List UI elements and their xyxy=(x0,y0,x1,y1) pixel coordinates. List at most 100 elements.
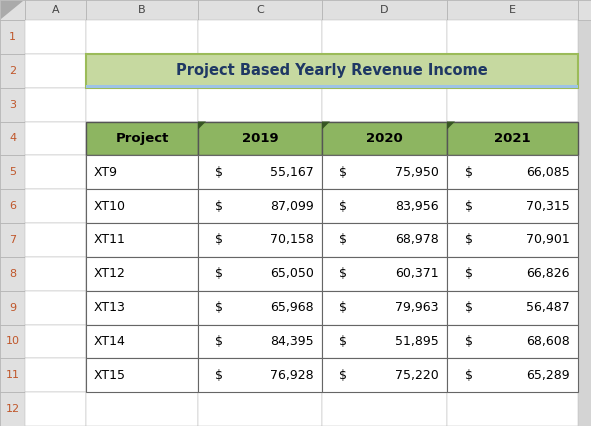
Bar xyxy=(25,155,86,189)
Text: 68,978: 68,978 xyxy=(395,233,439,246)
Bar xyxy=(198,291,322,325)
Bar xyxy=(322,325,447,358)
Bar xyxy=(0,121,25,155)
Bar xyxy=(322,189,447,223)
Text: $: $ xyxy=(465,267,473,280)
Text: 66,085: 66,085 xyxy=(526,166,570,179)
Bar xyxy=(25,54,86,88)
Text: XT10: XT10 xyxy=(94,200,126,213)
Text: $: $ xyxy=(215,200,223,213)
Bar xyxy=(25,358,86,392)
Bar xyxy=(447,121,578,155)
Text: 84,395: 84,395 xyxy=(270,335,314,348)
Bar xyxy=(86,325,198,358)
Bar xyxy=(25,257,86,291)
Bar xyxy=(322,88,447,121)
Text: B: B xyxy=(138,5,146,15)
Bar xyxy=(0,189,25,223)
Text: 10: 10 xyxy=(5,337,20,346)
Text: $: $ xyxy=(215,233,223,246)
Text: $: $ xyxy=(339,166,348,179)
Text: $: $ xyxy=(465,200,473,213)
Text: 8: 8 xyxy=(9,269,16,279)
Bar xyxy=(322,121,447,155)
Bar xyxy=(198,20,322,54)
Text: 75,950: 75,950 xyxy=(395,166,439,179)
Bar xyxy=(198,121,322,155)
Bar xyxy=(0,257,25,291)
Bar xyxy=(322,257,447,291)
Text: $: $ xyxy=(215,335,223,348)
Bar xyxy=(86,155,198,189)
Polygon shape xyxy=(447,121,455,130)
Bar xyxy=(447,155,578,189)
Bar xyxy=(0,155,25,189)
Bar xyxy=(578,0,591,20)
Text: $: $ xyxy=(339,335,348,348)
Bar xyxy=(447,257,578,291)
Bar xyxy=(0,54,25,88)
Bar xyxy=(322,223,447,257)
Bar xyxy=(25,392,86,426)
Bar xyxy=(322,358,447,392)
Text: 7: 7 xyxy=(9,235,16,245)
Bar xyxy=(198,223,322,257)
Bar xyxy=(322,189,447,223)
Text: 4: 4 xyxy=(9,133,16,144)
Text: $: $ xyxy=(339,267,348,280)
Bar xyxy=(322,291,447,325)
Text: C: C xyxy=(256,5,264,15)
Bar xyxy=(25,291,86,325)
Bar xyxy=(447,223,578,257)
Bar xyxy=(86,257,198,291)
Bar xyxy=(447,358,578,392)
Bar xyxy=(198,88,322,121)
Bar xyxy=(447,121,578,155)
Bar xyxy=(322,20,447,54)
Bar xyxy=(198,325,322,358)
Text: $: $ xyxy=(465,233,473,246)
Text: 60,371: 60,371 xyxy=(395,267,439,280)
Bar xyxy=(86,54,578,88)
Bar xyxy=(25,189,86,223)
Bar xyxy=(447,0,578,20)
Bar xyxy=(322,291,447,325)
Bar xyxy=(0,392,25,426)
Bar xyxy=(322,155,447,189)
Text: XT9: XT9 xyxy=(94,166,118,179)
Polygon shape xyxy=(198,121,206,130)
Bar xyxy=(198,121,322,155)
Polygon shape xyxy=(1,1,23,19)
Text: D: D xyxy=(380,5,389,15)
Text: 11: 11 xyxy=(5,370,20,380)
Text: Project Based Yearly Revenue Income: Project Based Yearly Revenue Income xyxy=(176,63,488,78)
Text: XT15: XT15 xyxy=(94,369,126,382)
Text: 1: 1 xyxy=(9,32,16,42)
Text: 65,289: 65,289 xyxy=(527,369,570,382)
Text: $: $ xyxy=(339,369,348,382)
Text: 70,901: 70,901 xyxy=(526,233,570,246)
Bar xyxy=(86,189,198,223)
Text: 56,487: 56,487 xyxy=(526,301,570,314)
Bar xyxy=(86,325,198,358)
Text: 83,956: 83,956 xyxy=(395,200,439,213)
Bar xyxy=(198,257,322,291)
Polygon shape xyxy=(322,121,330,130)
Text: 70,315: 70,315 xyxy=(526,200,570,213)
Bar xyxy=(322,121,447,155)
Bar xyxy=(86,54,198,88)
Bar xyxy=(322,54,447,88)
Bar xyxy=(322,155,447,189)
Text: XT13: XT13 xyxy=(94,301,126,314)
Text: 51,895: 51,895 xyxy=(395,335,439,348)
Text: 9: 9 xyxy=(9,302,16,313)
Text: 87,099: 87,099 xyxy=(270,200,314,213)
Bar xyxy=(86,88,198,121)
Bar xyxy=(86,155,198,189)
Bar xyxy=(86,392,198,426)
Bar xyxy=(0,20,25,54)
Bar xyxy=(447,20,578,54)
Bar xyxy=(0,88,25,121)
Bar xyxy=(198,155,322,189)
Bar xyxy=(198,358,322,392)
